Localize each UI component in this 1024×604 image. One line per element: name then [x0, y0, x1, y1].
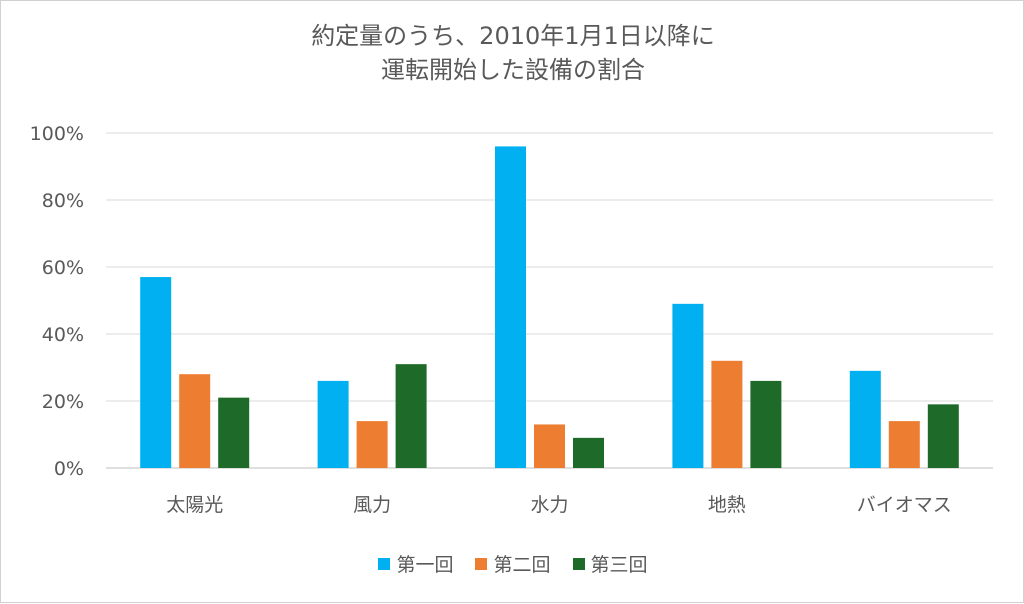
bar — [534, 424, 565, 468]
bar — [218, 397, 250, 468]
bar — [750, 380, 782, 468]
chart-title: 約定量のうち、2010年1月1日以降に 運転開始した設備の割合 — [1, 19, 1024, 87]
bar — [573, 437, 604, 468]
legend-swatch — [572, 557, 585, 570]
y-tick-label: 80% — [42, 190, 84, 212]
category-label: 風力 — [353, 494, 391, 516]
y-tick-label: 60% — [42, 257, 84, 279]
bar — [672, 303, 704, 468]
bar — [356, 421, 388, 468]
category-label: 水力 — [530, 494, 568, 516]
category-label: バイオマス — [857, 494, 952, 516]
bar — [495, 146, 526, 468]
y-tick-label: 100% — [30, 123, 84, 145]
legend-item: 第二回 — [475, 550, 551, 577]
y-tick-label: 0% — [54, 458, 84, 480]
chart-title-line-2: 運転開始した設備の割合 — [381, 56, 645, 84]
bar — [140, 277, 172, 468]
legend-label: 第一回 — [396, 554, 454, 576]
bar — [711, 360, 743, 468]
y-tick-label: 20% — [42, 391, 84, 413]
bar — [395, 364, 427, 468]
bar — [888, 421, 920, 468]
category-label: 地熱 — [708, 494, 746, 516]
legend-label: 第三回 — [590, 554, 648, 576]
legend-swatch — [378, 557, 391, 570]
legend-item: 第一回 — [378, 550, 453, 577]
category-label: 太陽光 — [166, 494, 223, 516]
bar — [849, 370, 881, 468]
bar — [927, 404, 959, 468]
y-tick-label: 40% — [42, 324, 84, 346]
legend: 第一回 第二回 第三回 — [1, 550, 1024, 577]
legend-item: 第三回 — [572, 550, 648, 577]
bar — [179, 374, 211, 468]
legend-swatch — [475, 557, 488, 570]
chart-title-line-1: 約定量のうち、2010年1月1日以降に — [311, 22, 715, 50]
bar — [317, 380, 349, 468]
legend-label: 第二回 — [493, 554, 551, 576]
